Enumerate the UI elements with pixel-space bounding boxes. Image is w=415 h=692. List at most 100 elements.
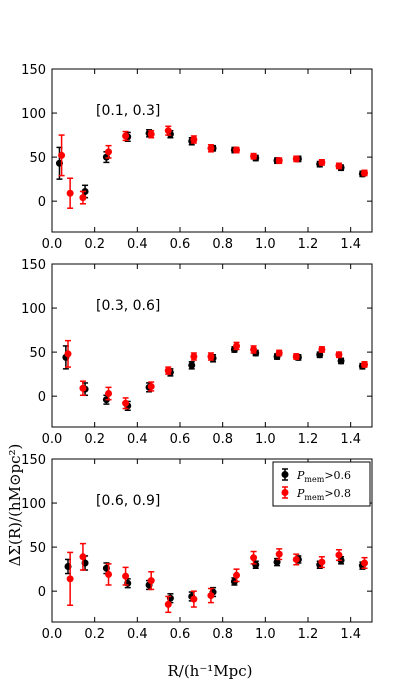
data-point bbox=[147, 577, 155, 585]
panel-1: 0.0 0.2 0.4 0.6 0.8 1.0 1.2 1.4 0 50 100 150 [0.1, 0… bbox=[21, 63, 373, 252]
y-tick-label: 100 bbox=[21, 107, 46, 122]
legend-marker-1 bbox=[281, 471, 289, 478]
data-point bbox=[66, 189, 74, 197]
data-point bbox=[207, 353, 215, 361]
series-2 bbox=[58, 125, 369, 209]
y-tick-label: 0 bbox=[38, 585, 46, 600]
y-axis-title: ΔΣ(R)/(hM⊙pc²) bbox=[6, 444, 24, 567]
x-tick-label: 0.2 bbox=[84, 237, 105, 252]
y-tick-label: 150 bbox=[21, 453, 46, 468]
legend-label-1-prefix: P bbox=[296, 469, 305, 482]
data-point bbox=[147, 130, 155, 138]
series-2 bbox=[66, 542, 369, 614]
svg-text:Pmem>0.6: Pmem>0.6 bbox=[296, 469, 351, 484]
data-point bbox=[361, 559, 369, 567]
legend-frame bbox=[272, 461, 371, 507]
x-tick-label: 0.4 bbox=[127, 432, 148, 447]
data-point bbox=[122, 572, 130, 580]
plot-frame bbox=[51, 458, 373, 623]
x-tick-label: 0.8 bbox=[212, 432, 233, 447]
data-point bbox=[292, 155, 300, 163]
y-tick-label: 50 bbox=[29, 151, 46, 166]
data-point bbox=[79, 194, 87, 202]
y-tick-label: 50 bbox=[29, 346, 46, 361]
x-tick-label: 0.6 bbox=[170, 237, 191, 252]
panel-annotation: [0.6, 0.9] bbox=[96, 493, 160, 509]
data-point bbox=[79, 553, 87, 561]
data-point bbox=[233, 342, 241, 350]
data-point bbox=[190, 595, 198, 603]
y-tick-label: 0 bbox=[38, 390, 46, 405]
data-point bbox=[164, 600, 172, 608]
data-point bbox=[190, 135, 198, 143]
data-point bbox=[273, 558, 281, 566]
data-point bbox=[147, 382, 155, 390]
legend-label-1-sub: mem bbox=[304, 475, 324, 484]
legend-entry-2: Pmem>0.8 bbox=[281, 486, 351, 502]
x-tick-label: 0.2 bbox=[84, 432, 105, 447]
data-point bbox=[335, 351, 343, 359]
data-point bbox=[337, 357, 345, 365]
x-axis-title: R/(h⁻¹Mpc) bbox=[167, 662, 252, 680]
x-tick-label: 0.4 bbox=[127, 237, 148, 252]
x-tick-label: 0.6 bbox=[170, 432, 191, 447]
data-point bbox=[64, 350, 72, 358]
y-tick-label: 100 bbox=[21, 497, 46, 512]
data-point bbox=[250, 554, 258, 562]
data-point bbox=[292, 353, 300, 361]
data-point bbox=[361, 169, 369, 177]
data-point bbox=[233, 571, 241, 579]
y-tick-label: 100 bbox=[21, 302, 46, 317]
x-tick-label: 0.6 bbox=[170, 627, 191, 642]
data-point bbox=[250, 152, 258, 160]
data-point bbox=[164, 127, 172, 135]
y-tick-label: 50 bbox=[29, 541, 46, 556]
data-point bbox=[58, 151, 66, 159]
series-2 bbox=[64, 339, 369, 410]
data-point bbox=[318, 345, 326, 353]
legend-label-2-threshold: >0.8 bbox=[324, 487, 351, 500]
y-tick-label: 150 bbox=[21, 63, 46, 78]
x-tick-label: 1.4 bbox=[340, 432, 361, 447]
panel-3: 0.0 0.2 0.4 0.6 0.8 1.0 1.2 1.4 0 50 100 150 [0.6, 0… bbox=[21, 453, 373, 642]
data-point bbox=[207, 592, 215, 600]
data-point bbox=[318, 558, 326, 566]
x-tick-label: 1.0 bbox=[255, 237, 276, 252]
x-tick-label: 1.2 bbox=[298, 237, 319, 252]
data-point bbox=[207, 144, 215, 152]
data-point bbox=[190, 353, 198, 361]
x-tick-label: 1.0 bbox=[255, 627, 276, 642]
legend-marker-2 bbox=[281, 489, 289, 496]
x-tick-label: 0.0 bbox=[42, 237, 63, 252]
legend-entry-1: Pmem>0.6 bbox=[281, 468, 351, 484]
x-tick-label: 0.0 bbox=[42, 627, 63, 642]
data-point bbox=[292, 555, 300, 563]
legend-label-2-sub: mem bbox=[304, 493, 324, 502]
plot-frame bbox=[51, 263, 373, 428]
x-tick-label: 0.4 bbox=[127, 627, 148, 642]
data-point bbox=[188, 361, 196, 369]
data-point bbox=[105, 148, 113, 156]
x-tick-label: 1.2 bbox=[298, 432, 319, 447]
x-tick-label: 0.2 bbox=[84, 627, 105, 642]
y-tick-label: 150 bbox=[21, 258, 46, 273]
legend: Pmem>0.6 Pmem>0.8 bbox=[272, 461, 371, 507]
data-point bbox=[105, 390, 113, 398]
x-tick-label: 1.4 bbox=[340, 627, 361, 642]
legend-label-2-prefix: P bbox=[296, 487, 305, 500]
data-point bbox=[164, 367, 172, 375]
data-point bbox=[318, 158, 326, 166]
panel-2: 0.0 0.2 0.4 0.6 0.8 1.0 1.2 1.4 0 50 100 150 [0.3, 0… bbox=[21, 258, 373, 447]
data-point bbox=[122, 132, 130, 140]
x-tick-label: 0.8 bbox=[212, 627, 233, 642]
data-point bbox=[335, 551, 343, 559]
legend-label-1-threshold: >0.6 bbox=[324, 469, 351, 482]
x-tick-label: 1.2 bbox=[298, 627, 319, 642]
x-tick-label: 1.4 bbox=[340, 237, 361, 252]
data-point bbox=[275, 550, 283, 558]
data-point bbox=[361, 360, 369, 368]
data-point bbox=[105, 570, 113, 578]
data-point bbox=[79, 384, 87, 392]
data-point bbox=[122, 399, 130, 407]
